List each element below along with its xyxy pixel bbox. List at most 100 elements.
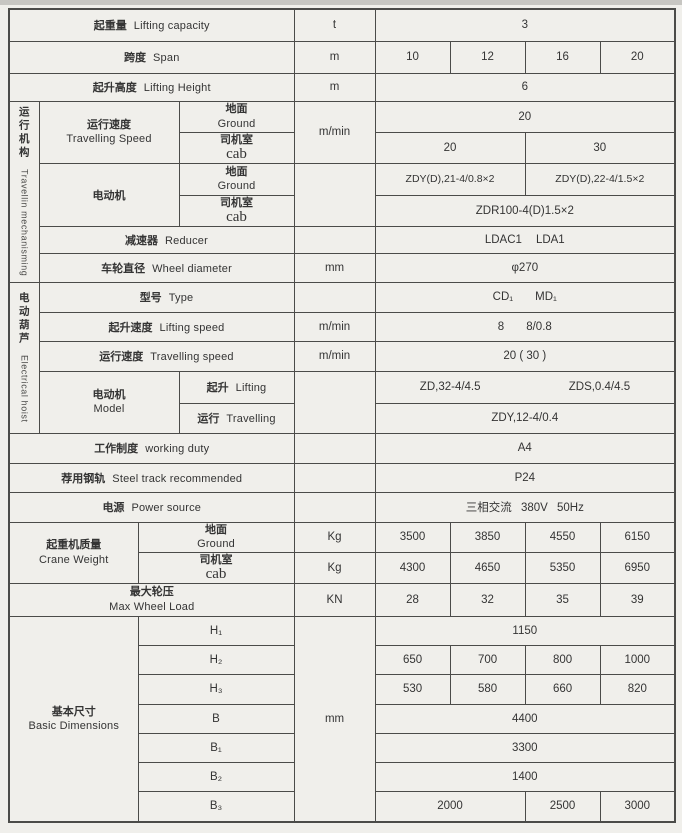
hoist-motor-label: 电动机 Model (38, 370, 180, 434)
lifting-capacity-label-en: Lifting capacity (133, 20, 210, 33)
dim-b1-value: 3300 (374, 732, 676, 763)
mech-speed-cab-value-1: 20 (374, 131, 526, 164)
crane-weight-cab-value-2: 4650 (449, 551, 526, 584)
dim-h3-value-4: 820 (599, 673, 676, 705)
reducer-label: 减速器 Reducer (38, 225, 295, 254)
mech-speed-label-cn: 运行速度 (87, 118, 131, 131)
hoist-motor-label-en: Model (93, 403, 125, 416)
mech-speed-cab-cn: 司机室 (220, 133, 254, 146)
working-duty-label: 工作制度 working duty (8, 432, 295, 464)
power-source-label-en: Power source (131, 502, 202, 515)
span-value-1: 10 (374, 40, 451, 74)
dim-h2-value-2: 700 (449, 644, 526, 675)
crane-weight-ground-value-2: 3850 (449, 521, 526, 553)
hoist-type-label-en: Type (168, 292, 194, 305)
mech-motor-ground-value-1: ZDY(D),21-4/0.8×2 (374, 162, 526, 196)
mech-side-label-cn: 运行机构 (17, 106, 30, 161)
crane-weight-cab-en: cab (205, 565, 227, 582)
hoist-travelling-speed-label-en: Travelling speed (150, 351, 234, 364)
max-wheel-load-label: 最大轮压 Max Wheel Load (8, 582, 295, 617)
lifting-capacity-label: 起重量 Lifting capacity (8, 8, 295, 42)
hoist-lifting-speed-label-en: Lifting speed (159, 321, 225, 334)
dim-h3-label: H₃ (137, 673, 295, 705)
dim-h1-value: 1150 (374, 615, 676, 646)
crane-weight-cab-value-1: 4300 (374, 551, 451, 584)
hoist-lifting-speed-value-2: 8/0.8 (526, 320, 552, 333)
mech-motor-label: 电动机 (38, 162, 180, 227)
hoist-lifting-speed-unit: m/min (293, 311, 376, 342)
hoist-type-value: CD₁ MD₁ (374, 281, 676, 313)
lifting-height-value: 6 (374, 72, 676, 102)
dim-h2-label: H₂ (137, 644, 295, 675)
mech-speed-label-en: Travelling Speed (66, 133, 152, 146)
power-source-value: 三相交流 380V 50Hz (374, 491, 676, 523)
hoist-lifting-speed-value: 8 8/0.8 (374, 311, 676, 342)
reducer-label-en: Reducer (165, 234, 208, 247)
hoist-side-label-en: Electrical hoist (19, 355, 30, 423)
hoist-motor-lifting-label: 起升 Lifting (178, 370, 295, 404)
power-source-label: 电源 Power source (8, 491, 295, 523)
hoist-type-label-cn: 型号 (139, 292, 162, 305)
hoist-motor-travelling-value: ZDY,12-4/0.4 (374, 402, 676, 434)
hoist-lifting-speed-value-1: 8 (497, 320, 505, 333)
hoist-type-label: 型号 Type (38, 281, 295, 313)
mech-side-label-en: Travellin mechanisming (19, 169, 30, 277)
lifting-height-label-en: Lifting Height (143, 82, 211, 94)
dim-h1-label: H₁ (137, 615, 295, 646)
crane-weight-ground-value-3: 4550 (524, 521, 601, 553)
hoist-type-value-2: MD₁ (535, 291, 557, 304)
crane-weight-ground-value-4: 6150 (599, 521, 676, 553)
crane-weight-cab-value-4: 6950 (599, 551, 676, 584)
basic-dimensions-label-en: Basic Dimensions (28, 719, 120, 732)
working-duty-label-en: working duty (145, 443, 210, 456)
crane-weight-ground-unit: Kg (293, 521, 376, 553)
wheel-diameter-label: 车轮直径 Wheel diameter (38, 252, 295, 283)
dim-b3-value-1: 2000 (374, 790, 526, 823)
dim-h2-value-4: 1000 (599, 644, 676, 675)
dim-b1-label: B₁ (137, 732, 295, 763)
hoist-lifting-speed-label-cn: 起升速度 (108, 321, 153, 334)
power-source-unit (293, 491, 376, 523)
hoist-travelling-speed-label: 运行速度 Travelling speed (38, 340, 295, 372)
hoist-motor-lifting-value-2: ZDS,0.4/4.5 (568, 381, 631, 394)
max-wheel-load-label-en: Max Wheel Load (109, 600, 195, 613)
max-wheel-load-value-4: 39 (599, 582, 676, 617)
steel-track-value: P24 (374, 462, 676, 493)
reducer-value: LDAC1 LDA1 (374, 225, 676, 254)
crane-weight-ground-label: 地面 Ground (137, 521, 295, 553)
wheel-diameter-label-cn: 车轮直径 (101, 262, 146, 275)
span-value-3: 16 (524, 40, 601, 74)
dim-h3-value-2: 580 (449, 673, 526, 705)
crane-weight-ground-cn: 地面 (205, 523, 228, 536)
working-duty-label-cn: 工作制度 (94, 443, 139, 456)
hoist-travelling-speed-unit: m/min (293, 340, 376, 372)
steel-track-unit (293, 462, 376, 493)
scan-edge-artifact (0, 0, 682, 5)
lifting-capacity-label-cn: 起重量 (93, 20, 127, 33)
dim-h2-value-3: 800 (524, 644, 601, 675)
mech-speed-label: 运行速度 Travelling Speed (38, 100, 180, 164)
lifting-capacity-unit: t (293, 8, 376, 42)
mech-speed-ground-value: 20 (374, 100, 676, 133)
lifting-height-unit: m (293, 72, 376, 102)
mech-motor-ground-en: Ground (217, 180, 256, 193)
mech-section-side-label: 运行机构 Travellin mechanisming (8, 100, 40, 283)
lifting-height-label-cn: 起升高度 (92, 82, 137, 94)
mech-motor-cab-label: 司机室 cab (178, 194, 295, 227)
span-value-2: 12 (449, 40, 526, 74)
mech-speed-unit: m/min (293, 100, 376, 164)
max-wheel-load-value-1: 28 (374, 582, 451, 617)
span-label: 跨度 Span (8, 40, 295, 74)
hoist-type-unit (293, 281, 376, 313)
max-wheel-load-value-3: 35 (524, 582, 601, 617)
dim-b3-value-2: 2500 (524, 790, 601, 823)
dim-b-label: B (137, 703, 295, 734)
crane-weight-ground-en: Ground (197, 538, 235, 551)
span-value-4: 20 (599, 40, 676, 74)
span-label-cn: 跨度 (124, 52, 147, 64)
lifting-capacity-value: 3 (374, 8, 676, 42)
lifting-height-label: 起升高度 Lifting Height (8, 72, 295, 102)
basic-dimensions-label: 基本尺寸 Basic Dimensions (8, 615, 139, 823)
max-wheel-load-value-2: 32 (449, 582, 526, 617)
wheel-diameter-value: φ270 (374, 252, 676, 283)
